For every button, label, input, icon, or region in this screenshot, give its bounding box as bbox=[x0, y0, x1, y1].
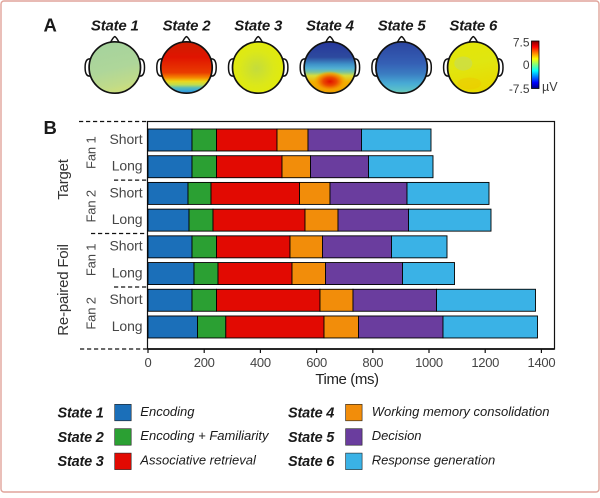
svg-text:State 2: State 2 bbox=[58, 430, 104, 446]
svg-text:Fan 2: Fan 2 bbox=[83, 190, 98, 223]
svg-text:1000: 1000 bbox=[415, 355, 443, 370]
svg-text:State 3: State 3 bbox=[234, 18, 283, 35]
svg-text:Time (ms): Time (ms) bbox=[315, 371, 379, 388]
svg-text:State 4: State 4 bbox=[306, 18, 355, 35]
svg-text:1400: 1400 bbox=[528, 355, 556, 370]
svg-text:Encoding + Familiarity: Encoding + Familiarity bbox=[140, 428, 270, 443]
svg-text:State 5: State 5 bbox=[378, 18, 427, 35]
svg-text:State 4: State 4 bbox=[288, 405, 334, 421]
svg-text:State 5: State 5 bbox=[288, 430, 335, 446]
svg-text:Short: Short bbox=[110, 291, 143, 307]
svg-text:State 1: State 1 bbox=[58, 405, 104, 421]
svg-text:A: A bbox=[44, 15, 57, 36]
svg-text:800: 800 bbox=[362, 355, 383, 370]
svg-text:Long: Long bbox=[112, 211, 143, 227]
svg-text:Encoding: Encoding bbox=[140, 404, 195, 419]
svg-text:B: B bbox=[44, 117, 57, 138]
svg-text:Decision: Decision bbox=[372, 428, 422, 443]
svg-text:Working memory consolidation: Working memory consolidation bbox=[372, 404, 550, 419]
svg-text:Re-paired Foil: Re-paired Foil bbox=[55, 244, 72, 335]
svg-text:State 2: State 2 bbox=[163, 18, 212, 35]
svg-text:Fan 1: Fan 1 bbox=[83, 244, 98, 277]
svg-text:Target: Target bbox=[55, 158, 72, 200]
svg-text:0: 0 bbox=[523, 58, 530, 72]
svg-text:Response generation: Response generation bbox=[372, 453, 496, 468]
svg-text:Fan 2: Fan 2 bbox=[83, 297, 98, 330]
svg-text:State 6: State 6 bbox=[449, 18, 498, 35]
svg-text:State 6: State 6 bbox=[288, 454, 335, 470]
svg-text:µV: µV bbox=[542, 80, 558, 94]
svg-text:600: 600 bbox=[306, 355, 327, 370]
svg-text:State 3: State 3 bbox=[58, 454, 104, 470]
svg-text:Long: Long bbox=[112, 158, 143, 174]
svg-text:Short: Short bbox=[110, 238, 143, 254]
svg-text:Associative retrieval: Associative retrieval bbox=[139, 453, 257, 468]
svg-text:Fan 1: Fan 1 bbox=[83, 136, 98, 169]
svg-text:Short: Short bbox=[110, 131, 143, 147]
svg-text:Short: Short bbox=[110, 184, 143, 200]
svg-text:0: 0 bbox=[145, 355, 152, 370]
svg-text:-7.5: -7.5 bbox=[509, 82, 530, 96]
svg-text:200: 200 bbox=[194, 355, 215, 370]
svg-text:400: 400 bbox=[250, 355, 271, 370]
svg-text:Long: Long bbox=[112, 264, 143, 280]
svg-text:State 1: State 1 bbox=[91, 18, 139, 35]
svg-text:1200: 1200 bbox=[471, 355, 499, 370]
svg-text:Long: Long bbox=[112, 318, 143, 334]
svg-text:7.5: 7.5 bbox=[513, 35, 530, 49]
